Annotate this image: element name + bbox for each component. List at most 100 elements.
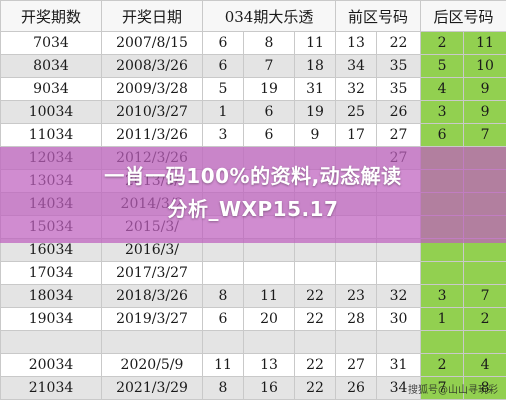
front-number-cell[interactable]: 1	[202, 100, 244, 124]
front-number-cell[interactable]	[376, 330, 422, 354]
date-cell[interactable]: 2021/3/29	[101, 376, 203, 400]
back-number-cell[interactable]: 8	[463, 376, 506, 400]
back-number-cell[interactable]	[463, 261, 506, 285]
back-number-cell[interactable]: 2	[420, 353, 465, 377]
front-number-cell[interactable]: 13	[243, 353, 295, 377]
front-number-cell[interactable]	[335, 261, 378, 285]
header-date[interactable]: 开奖日期	[101, 0, 203, 32]
front-number-cell[interactable]: 31	[293, 77, 337, 101]
header-draw-title[interactable]: 034期大乐透	[201, 0, 337, 32]
front-number-cell[interactable]: 19	[243, 77, 295, 101]
front-number-cell[interactable]: 16	[243, 376, 295, 400]
front-number-cell[interactable]: 31	[376, 353, 422, 377]
front-number-cell[interactable]: 3	[202, 123, 244, 147]
front-number-cell[interactable]: 26	[376, 100, 422, 124]
back-number-cell[interactable]: 10	[463, 54, 506, 78]
header-issue[interactable]: 开奖期数	[0, 0, 102, 32]
front-number-cell[interactable]	[202, 261, 244, 285]
front-number-cell[interactable]	[243, 330, 295, 354]
date-cell[interactable]: 2020/5/9	[101, 353, 203, 377]
back-number-cell[interactable]: 4	[420, 77, 465, 101]
back-number-cell[interactable]: 9	[463, 77, 506, 101]
front-number-cell[interactable]: 28	[335, 307, 378, 331]
back-number-cell[interactable]: 7	[463, 284, 506, 308]
issue-cell[interactable]	[0, 330, 102, 354]
front-number-cell[interactable]: 32	[376, 284, 422, 308]
front-number-cell[interactable]: 17	[335, 123, 378, 147]
front-number-cell[interactable]: 11	[202, 353, 244, 377]
front-number-cell[interactable]: 11	[243, 284, 295, 308]
front-number-cell[interactable]: 23	[335, 284, 378, 308]
issue-cell[interactable]: 19034	[0, 307, 102, 331]
back-number-cell[interactable]: 1	[420, 307, 465, 331]
issue-cell[interactable]: 9034	[0, 77, 102, 101]
front-number-cell[interactable]: 22	[293, 353, 337, 377]
front-number-cell[interactable]: 13	[335, 31, 378, 55]
front-number-cell[interactable]	[202, 330, 244, 354]
issue-cell[interactable]: 17034	[0, 261, 102, 285]
front-number-cell[interactable]: 22	[376, 31, 422, 55]
back-number-cell[interactable]: 5	[420, 54, 465, 78]
front-number-cell[interactable]: 7	[243, 54, 295, 78]
front-number-cell[interactable]: 6	[202, 54, 244, 78]
front-number-cell[interactable]: 34	[335, 54, 378, 78]
back-number-cell[interactable]: 2	[420, 31, 465, 55]
date-cell[interactable]	[101, 330, 203, 354]
front-number-cell[interactable]: 22	[293, 376, 337, 400]
front-number-cell[interactable]: 34	[376, 376, 422, 400]
back-number-cell[interactable]: 9	[463, 100, 506, 124]
date-cell[interactable]: 2017/3/27	[101, 261, 203, 285]
date-cell[interactable]: 2019/3/27	[101, 307, 203, 331]
back-number-cell[interactable]: 6	[420, 123, 465, 147]
date-cell[interactable]: 2011/3/26	[101, 123, 203, 147]
date-cell[interactable]: 2009/3/28	[101, 77, 203, 101]
front-number-cell[interactable]: 6	[243, 100, 295, 124]
issue-cell[interactable]: 7034	[0, 31, 102, 55]
front-number-cell[interactable]: 22	[293, 307, 337, 331]
back-number-cell[interactable]: 11	[463, 31, 506, 55]
front-number-cell[interactable]: 26	[335, 376, 378, 400]
front-number-cell[interactable]: 6	[243, 123, 295, 147]
back-number-cell[interactable]: 3	[420, 284, 465, 308]
front-number-cell[interactable]: 6	[202, 31, 244, 55]
back-number-cell[interactable]: 2	[463, 307, 506, 331]
front-number-cell[interactable]: 35	[376, 54, 422, 78]
issue-cell[interactable]: 10034	[0, 100, 102, 124]
front-number-cell[interactable]: 30	[376, 307, 422, 331]
back-number-cell[interactable]	[463, 330, 506, 354]
issue-cell[interactable]: 8034	[0, 54, 102, 78]
back-number-cell[interactable]: 7	[463, 123, 506, 147]
issue-cell[interactable]: 11034	[0, 123, 102, 147]
issue-cell[interactable]: 21034	[0, 376, 102, 400]
front-number-cell[interactable]: 19	[293, 100, 337, 124]
front-number-cell[interactable]	[293, 261, 337, 285]
date-cell[interactable]: 2010/3/27	[101, 100, 203, 124]
front-number-cell[interactable]	[335, 330, 378, 354]
back-number-cell[interactable]: 7	[420, 376, 465, 400]
date-cell[interactable]: 2007/8/15	[101, 31, 203, 55]
front-number-cell[interactable]: 9	[293, 123, 337, 147]
front-number-cell[interactable]: 20	[243, 307, 295, 331]
header-back-numbers[interactable]: 后区号码	[420, 0, 506, 32]
front-number-cell[interactable]: 25	[335, 100, 378, 124]
back-number-cell[interactable]: 3	[420, 100, 465, 124]
front-number-cell[interactable]: 27	[376, 123, 422, 147]
front-number-cell[interactable]: 8	[202, 376, 244, 400]
date-cell[interactable]: 2018/3/26	[101, 284, 203, 308]
front-number-cell[interactable]: 35	[376, 77, 422, 101]
header-front-numbers[interactable]: 前区号码	[335, 0, 422, 32]
front-number-cell[interactable]: 27	[335, 353, 378, 377]
front-number-cell[interactable]: 22	[293, 284, 337, 308]
front-number-cell[interactable]: 11	[293, 31, 337, 55]
back-number-cell[interactable]	[420, 261, 465, 285]
issue-cell[interactable]: 20034	[0, 353, 102, 377]
issue-cell[interactable]: 18034	[0, 284, 102, 308]
front-number-cell[interactable]	[243, 261, 295, 285]
date-cell[interactable]: 2008/3/26	[101, 54, 203, 78]
front-number-cell[interactable]: 32	[335, 77, 378, 101]
front-number-cell[interactable]	[376, 261, 422, 285]
front-number-cell[interactable]	[293, 330, 337, 354]
front-number-cell[interactable]: 18	[293, 54, 337, 78]
front-number-cell[interactable]: 5	[202, 77, 244, 101]
front-number-cell[interactable]: 8	[202, 284, 244, 308]
